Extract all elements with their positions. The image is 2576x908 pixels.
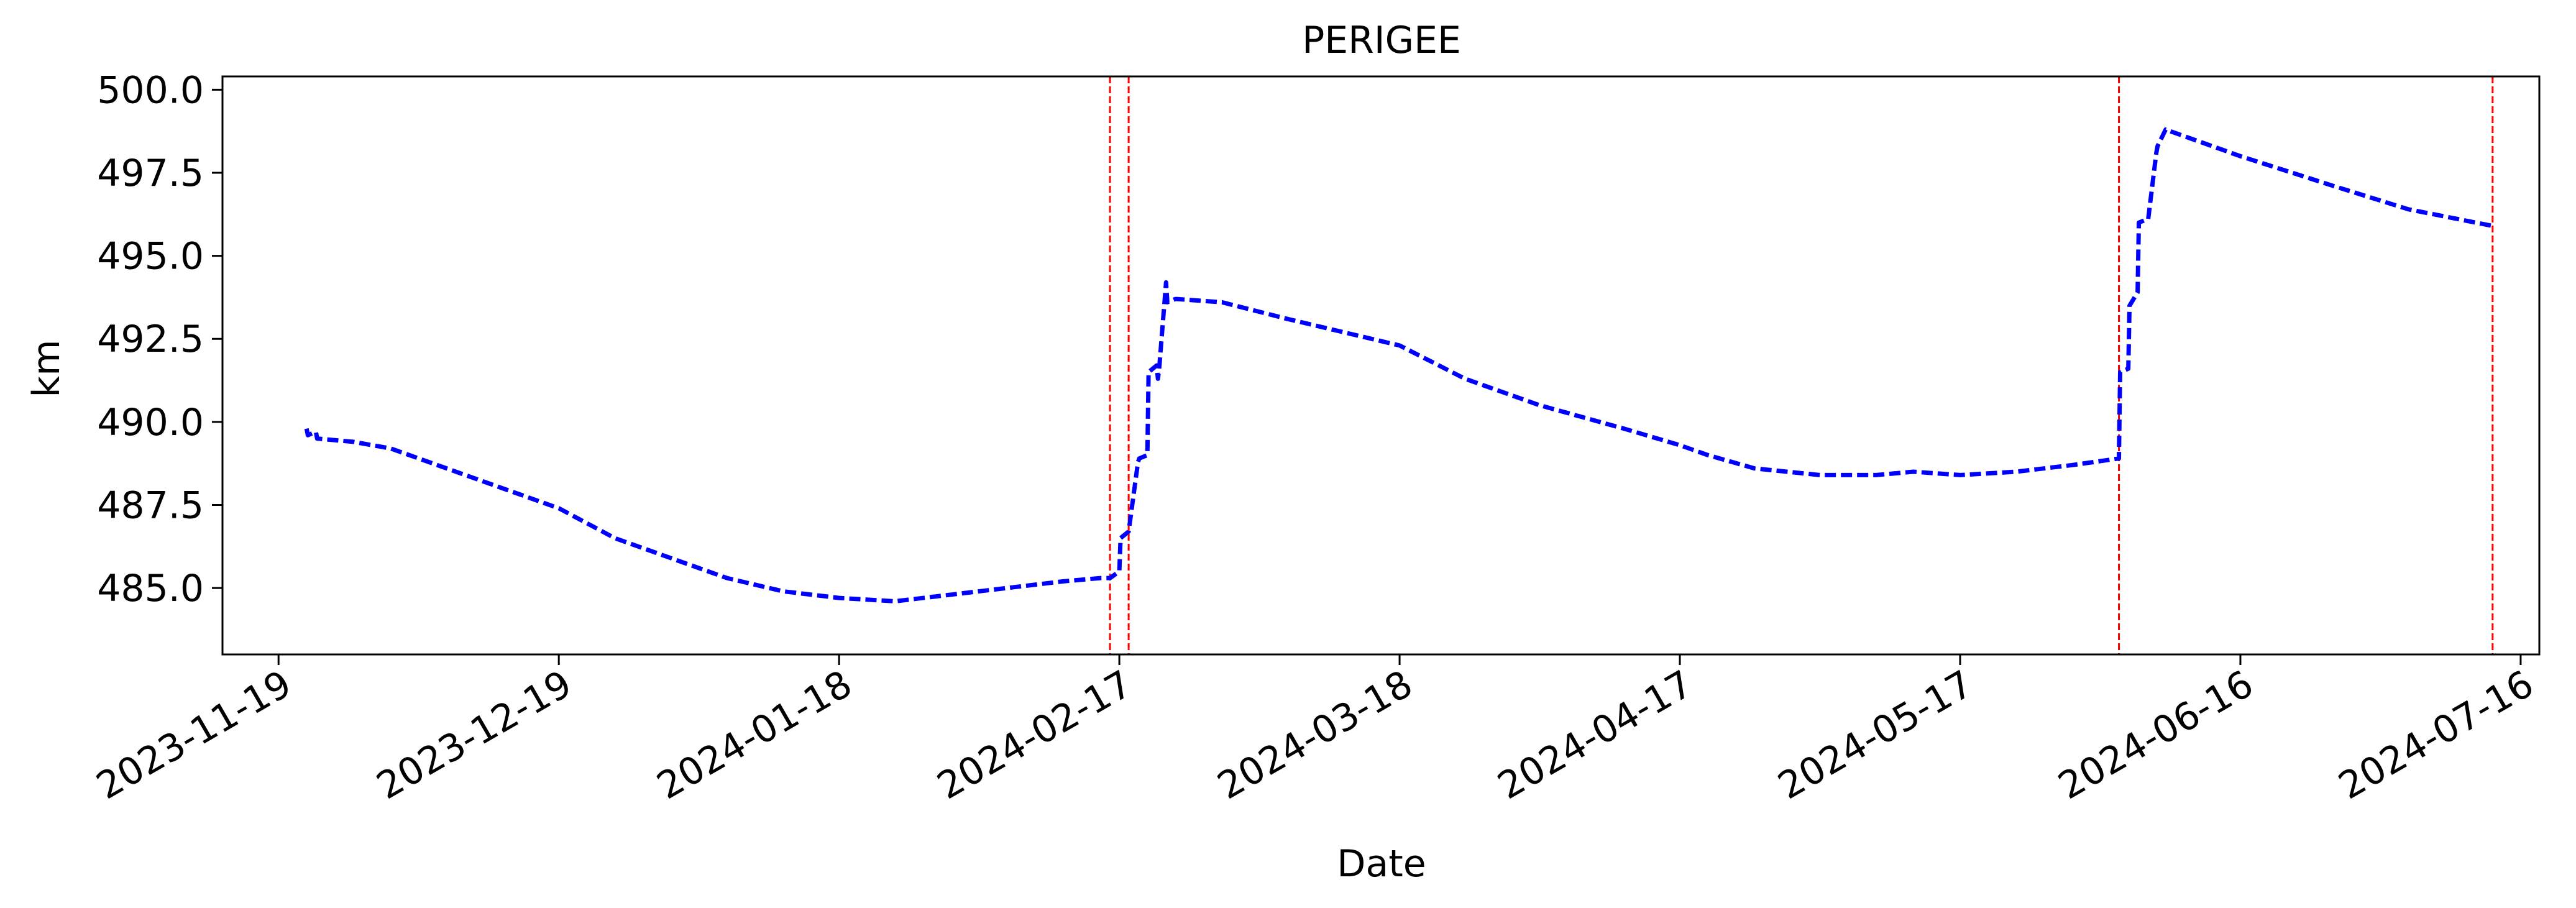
y-tick-label-5: 497.5 [97, 152, 204, 195]
y-tick-label-3: 492.5 [97, 318, 204, 361]
series-layer [304, 127, 2493, 603]
series-line-0 [304, 127, 2493, 603]
y-axis-label: km [25, 339, 68, 397]
x-axis-label: Date [1337, 842, 1426, 886]
event-lines [1109, 76, 2494, 654]
y-tick-label-4: 495.0 [97, 235, 204, 278]
y-tick-label-0: 485.0 [97, 567, 204, 610]
y-axis-ticks: 485.0 487.5 490.0 492.5 495.0 497.5 500.0 [97, 68, 222, 610]
chart-title: PERIGEE [1302, 19, 1461, 62]
y-tick-label-2: 490.0 [97, 401, 204, 444]
y-tick-label-1: 487.5 [97, 484, 204, 527]
y-tick-label-6: 500.0 [97, 68, 204, 112]
plot-frame [221, 75, 2541, 656]
